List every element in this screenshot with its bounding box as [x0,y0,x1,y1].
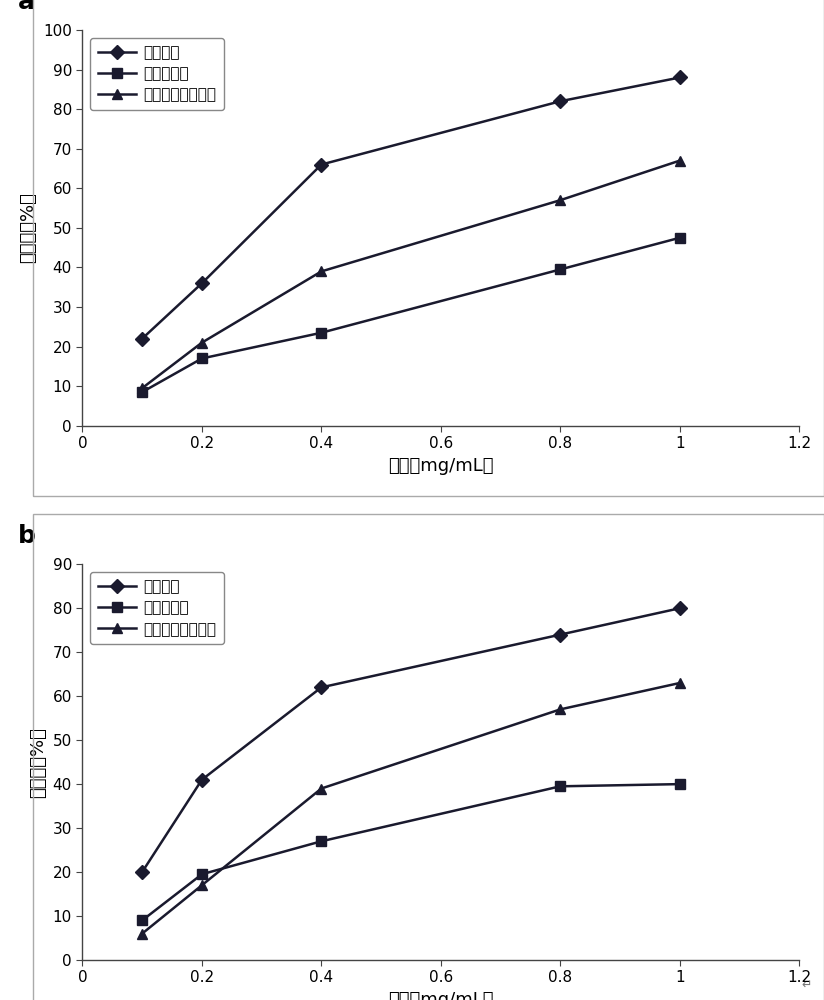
乙酰化辣木叶多糖 [137,928,147,940]
Legend: 阿卡波糖, 辣木叶多糖, 乙酰化辣木叶多糖: 阿卡波糖, 辣木叶多糖, 乙酰化辣木叶多糖 [90,38,224,110]
X-axis label: 浓度（mg/mL）: 浓度（mg/mL） [388,991,494,1000]
Y-axis label: 抑制率（%）: 抑制率（%） [20,192,38,263]
乙酰化辣木叶多糖 [555,194,565,206]
阿卡波糖 [197,277,207,289]
乙酰化辣木叶多糖 [197,879,207,891]
Line: 阿卡波糖: 阿卡波糖 [138,73,685,344]
乙酰化辣木叶多糖 [316,265,326,277]
辣木叶多糖 [316,327,326,339]
Line: 乙酰化辣木叶多糖: 乙酰化辣木叶多糖 [138,678,685,938]
辣木叶多糖 [137,914,147,926]
阿卡波糖 [197,774,207,786]
阿卡波糖 [316,681,326,693]
阿卡波糖 [137,333,147,345]
辣木叶多糖 [197,868,207,880]
阿卡波糖 [555,95,565,107]
阿卡波糖 [555,629,565,641]
乙酰化辣木叶多糖 [555,703,565,715]
阿卡波糖 [316,159,326,171]
辣木叶多糖 [197,352,207,364]
乙酰化辣木叶多糖 [675,677,685,689]
Line: 辣木叶多糖: 辣木叶多糖 [138,233,685,397]
阿卡波糖 [675,71,685,83]
Text: a: a [18,0,35,14]
Text: b: b [18,524,35,548]
乙酰化辣木叶多糖 [137,382,147,394]
辣木叶多糖 [316,835,326,847]
辣木叶多糖 [137,386,147,398]
Legend: 阿卡波糖, 辣木叶多糖, 乙酰化辣木叶多糖: 阿卡波糖, 辣木叶多糖, 乙酰化辣木叶多糖 [90,572,224,644]
阿卡波糖 [675,602,685,614]
乙酰化辣木叶多糖 [316,783,326,795]
辣木叶多糖 [675,232,685,244]
乙酰化辣木叶多糖 [675,155,685,167]
辣木叶多糖 [555,780,565,792]
Line: 乙酰化辣木叶多糖: 乙酰化辣木叶多糖 [138,156,685,393]
Text: ↵: ↵ [801,979,812,992]
乙酰化辣木叶多糖 [197,337,207,349]
X-axis label: 浓度（mg/mL）: 浓度（mg/mL） [388,457,494,475]
阿卡波糖 [137,866,147,878]
Line: 辣木叶多糖: 辣木叶多糖 [138,779,685,925]
辣木叶多糖 [675,778,685,790]
辣木叶多糖 [555,263,565,275]
Line: 阿卡波糖: 阿卡波糖 [138,603,685,877]
Y-axis label: 抑制率（%）: 抑制率（%） [29,727,47,798]
